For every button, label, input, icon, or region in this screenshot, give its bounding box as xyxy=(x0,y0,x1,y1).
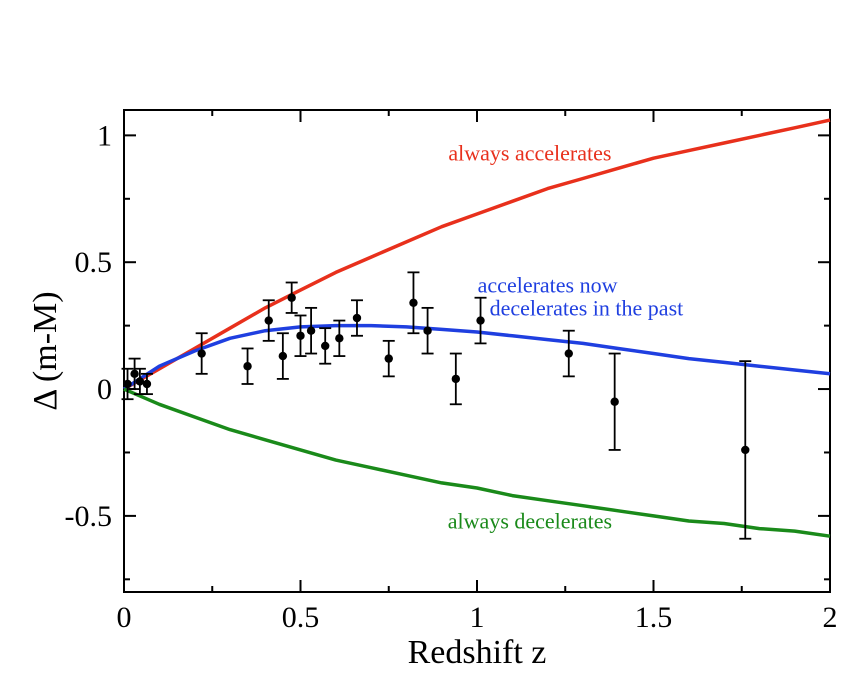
model-curves xyxy=(123,118,831,538)
data-point xyxy=(142,379,152,389)
x-tick-label: 0.5 xyxy=(282,601,320,634)
data-point xyxy=(409,298,418,307)
y-tick-label: 0 xyxy=(97,373,112,406)
data-point xyxy=(741,445,750,455)
data-point xyxy=(243,362,252,371)
data-point xyxy=(130,369,139,379)
x-axis-title: Redshift z xyxy=(408,634,547,671)
y-tick-label: 0.5 xyxy=(75,246,113,279)
annotations: always accelerates accelerates nowdeceler… xyxy=(448,141,683,534)
x-tick-label: 0 xyxy=(117,601,132,634)
y-axis-title: Δ (m-M) xyxy=(27,291,64,410)
data-point xyxy=(476,316,485,325)
data-point xyxy=(335,334,344,343)
data-point xyxy=(384,354,393,363)
curve-annotation: always accelerates xyxy=(448,141,611,166)
data-point xyxy=(564,349,573,358)
data-point xyxy=(610,397,619,406)
x-tick-label: 2 xyxy=(823,601,838,634)
data-points xyxy=(121,271,752,540)
data-point xyxy=(197,349,206,358)
data-point xyxy=(264,316,273,325)
y-tick-label: -0.5 xyxy=(65,500,113,533)
always-accelerates-curve xyxy=(123,118,831,391)
y-tick-label: 1 xyxy=(97,119,112,152)
x-tick-label: 1 xyxy=(470,601,485,634)
data-point xyxy=(352,313,362,323)
data-point xyxy=(423,326,432,335)
data-point xyxy=(135,377,145,386)
tick-labels: 0 0.5 1 1.5 2 -0.5 0 0.5 1 xyxy=(65,119,838,634)
data-point xyxy=(451,374,461,384)
x-tick-label: 1.5 xyxy=(635,601,673,634)
always-decelerates-curve xyxy=(123,387,831,538)
data-point xyxy=(123,379,132,389)
data-point xyxy=(321,341,330,351)
data-point xyxy=(306,326,316,335)
data-point xyxy=(278,351,288,361)
curve-annotation: always decelerates xyxy=(448,509,612,534)
curve-annotation: decelerates in the past xyxy=(490,295,684,320)
accelerates-now-curve xyxy=(123,323,831,391)
curve-annotation: accelerates now xyxy=(478,273,618,298)
data-point xyxy=(296,331,305,340)
data-point xyxy=(287,293,296,302)
